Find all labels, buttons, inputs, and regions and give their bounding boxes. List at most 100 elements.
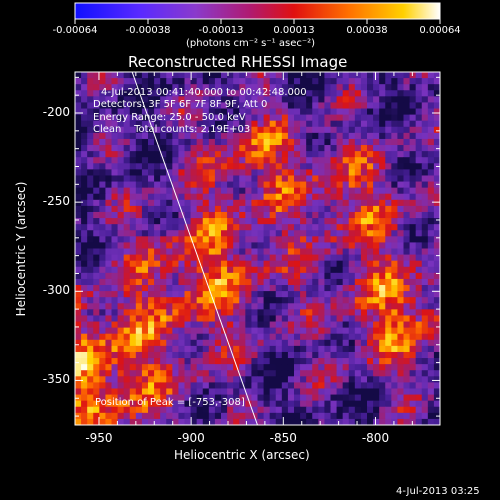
heatmap-cell	[281, 181, 289, 189]
heatmap-cell	[336, 254, 344, 262]
heatmap-cell	[148, 126, 155, 134]
heatmap-cell	[367, 211, 374, 219]
heatmap-cell	[281, 315, 289, 323]
heatmap-cell	[75, 236, 82, 243]
heatmap-cell	[421, 321, 429, 329]
heatmap-cell	[421, 394, 429, 402]
heatmap-cell	[403, 297, 411, 304]
heatmap-cell	[269, 418, 277, 425]
heatmap-cell	[367, 297, 374, 304]
heatmap-cell	[111, 339, 119, 347]
heatmap-cell	[148, 90, 155, 97]
heatmap-cell	[81, 351, 88, 359]
heatmap-cell	[342, 126, 350, 134]
heatmap-cell	[251, 327, 258, 335]
heatmap-cell	[421, 84, 429, 91]
heatmap-cell	[123, 309, 131, 316]
heatmap-cell	[81, 248, 88, 256]
heatmap-cell	[117, 382, 125, 389]
heatmap-cell	[421, 72, 429, 79]
heatmap-cell	[233, 242, 240, 249]
heatmap-cell	[263, 102, 271, 110]
heatmap-cell	[166, 126, 173, 134]
heatmap-cell	[184, 169, 192, 176]
heatmap-cell	[239, 230, 246, 237]
heatmap-cell	[257, 260, 265, 268]
heatmap-cell	[141, 412, 149, 420]
heatmap-cell	[117, 291, 125, 298]
heatmap-cell	[348, 291, 356, 298]
heatmap-cell	[373, 266, 380, 274]
heatmap-cell	[421, 358, 429, 365]
heatmap-cell	[269, 309, 277, 316]
heatmap-cell	[208, 285, 216, 292]
heatmap-cell	[172, 248, 179, 256]
heatmap-cell	[227, 242, 234, 249]
heatmap-cell	[257, 132, 265, 140]
heatmap-cell	[415, 218, 423, 225]
heatmap-cell	[166, 72, 173, 79]
heatmap-cell	[433, 345, 440, 353]
heatmap-cell	[105, 211, 112, 219]
heatmap-cell	[111, 400, 119, 408]
heatmap-cell	[379, 260, 386, 268]
heatmap-cell	[294, 358, 301, 365]
heatmap-cell	[221, 169, 228, 176]
heatmap-cell	[312, 126, 319, 134]
heatmap-cell	[354, 345, 362, 353]
heatmap-cell	[135, 321, 143, 329]
heatmap-cell	[196, 157, 204, 164]
heatmap-cell	[348, 358, 356, 365]
heatmap-cell	[99, 315, 106, 323]
heatmap-cell	[415, 78, 423, 85]
heatmap-cell	[135, 333, 143, 341]
heatmap-cell	[397, 132, 404, 140]
heatmap-cell	[141, 72, 149, 79]
heatmap-cell	[233, 126, 240, 134]
heatmap-cell	[227, 394, 234, 402]
heatmap-cell	[160, 315, 167, 323]
heatmap-cell	[184, 351, 192, 359]
heatmap-cell	[312, 163, 319, 170]
heatmap-cell	[379, 96, 386, 103]
heatmap-cell	[208, 199, 216, 207]
heatmap-cell	[312, 120, 319, 128]
heatmap-cell	[409, 230, 417, 237]
heatmap-cell	[141, 260, 149, 268]
heatmap-cell	[312, 272, 319, 280]
heatmap-cell	[300, 272, 307, 280]
heatmap-cell	[275, 181, 283, 189]
heatmap-cell	[324, 187, 331, 195]
heatmap-cell	[239, 291, 246, 298]
heatmap-cell	[409, 406, 417, 414]
heatmap-cell	[257, 394, 265, 402]
heatmap-cell	[99, 96, 106, 103]
heatmap-cell	[415, 406, 423, 414]
heatmap-cell	[427, 327, 435, 335]
heatmap-cell	[87, 285, 94, 292]
heatmap-cell	[178, 242, 185, 249]
heatmap-cell	[135, 205, 143, 213]
heatmap-cell	[324, 211, 331, 219]
heatmap-cell	[123, 272, 131, 280]
heatmap-cell	[427, 132, 435, 140]
colorbar-tick-label: 0.00013	[273, 25, 315, 36]
heatmap-cell	[433, 272, 440, 280]
heatmap-cell	[433, 303, 440, 310]
heatmap-cell	[208, 230, 216, 237]
heatmap-cell	[330, 351, 338, 359]
heatmap-cell	[360, 211, 368, 219]
heatmap-cell	[330, 285, 338, 292]
heatmap-cell	[105, 132, 112, 140]
heatmap-cell	[239, 72, 246, 79]
heatmap-cell	[202, 236, 210, 243]
heatmap-cell	[367, 205, 374, 213]
heatmap-cell	[141, 388, 149, 396]
heatmap-cell	[141, 187, 149, 195]
heatmap-cell	[263, 406, 271, 414]
heatmap-cell	[281, 199, 289, 207]
heatmap-cell	[324, 157, 331, 164]
heatmap-cell	[397, 114, 404, 122]
heatmap-cell	[251, 114, 258, 122]
heatmap-cell	[391, 315, 398, 323]
